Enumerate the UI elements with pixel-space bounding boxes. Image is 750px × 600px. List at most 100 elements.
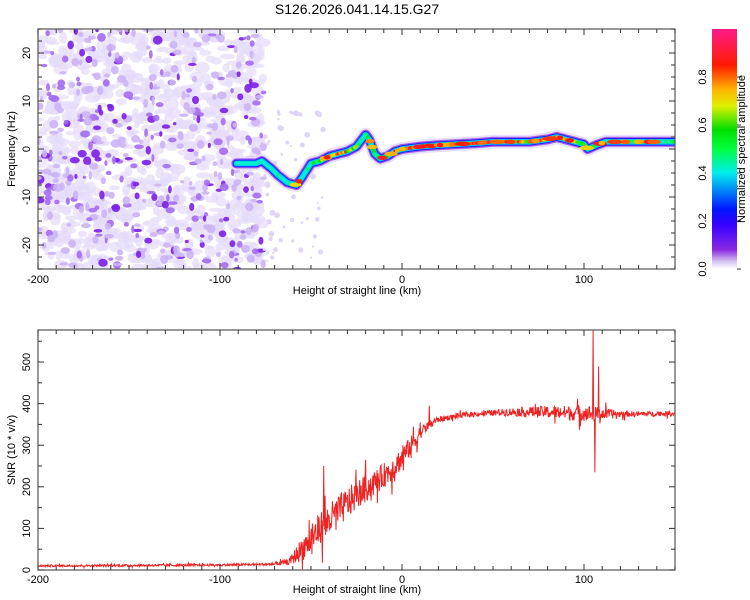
noise-blob	[95, 247, 103, 252]
noise-blob	[53, 102, 62, 111]
ridge-hotspot	[366, 144, 378, 150]
noise-blob	[121, 112, 127, 120]
noise-blob	[44, 198, 51, 206]
ridge-hotspot	[454, 141, 471, 147]
noise-blob	[106, 126, 115, 135]
noise-blob	[104, 222, 112, 230]
noise-blob	[235, 137, 248, 142]
noise-blob	[219, 53, 236, 60]
noise-blob	[131, 224, 135, 234]
noise-blob	[166, 194, 170, 202]
noise-blob	[105, 153, 112, 158]
noise-blob	[47, 235, 56, 243]
noise-blob	[186, 250, 194, 259]
noise-blob	[122, 196, 131, 205]
noise-blob	[312, 234, 318, 239]
noise-blob	[108, 191, 115, 199]
noise-blob	[152, 205, 160, 215]
noise-blob	[108, 207, 112, 214]
noise-blob	[173, 49, 182, 56]
x-tick-label: -100	[209, 574, 231, 586]
noise-blob	[263, 134, 268, 139]
noise-blob	[65, 197, 70, 205]
noise-blob	[235, 130, 249, 138]
noise-blob	[116, 249, 124, 256]
colorbar-tick-label: 0.0	[697, 261, 709, 276]
snr-series-line	[38, 330, 675, 570]
colorbar: 0.0 0.2 0.4 0.6 0.8 Normalized spectral ampl…	[697, 29, 748, 277]
noise-blob	[249, 40, 255, 47]
noise-blob	[161, 124, 171, 129]
noise-blob	[229, 150, 239, 158]
noise-blob	[259, 176, 267, 181]
noise-blob	[150, 134, 154, 140]
noise-blob	[45, 36, 57, 45]
noise-blob	[220, 117, 226, 126]
noise-blob	[259, 142, 267, 152]
noise-blob	[217, 34, 225, 43]
noise-blob	[65, 166, 70, 174]
ridge-hotspot	[448, 142, 457, 147]
noise-blob	[161, 200, 169, 209]
noise-blob	[169, 79, 176, 86]
noise-blob	[101, 209, 108, 219]
noise-blob	[260, 260, 266, 269]
noise-blob	[172, 194, 180, 202]
noise-blob	[201, 258, 212, 264]
noise-blob	[278, 125, 284, 132]
noise-blob	[246, 35, 251, 41]
noise-blob	[263, 173, 267, 178]
spectrogram-y-label: Frequency (Hz)	[6, 111, 18, 187]
noise-blob	[256, 199, 264, 204]
noise-blob	[41, 63, 48, 68]
noise-blob	[55, 250, 62, 261]
noise-blob	[76, 250, 82, 259]
ridge-hotspot	[295, 179, 303, 184]
ridge-hotspot	[598, 140, 606, 146]
noise-blob	[254, 38, 271, 48]
noise-blob	[249, 82, 259, 89]
noise-blob	[88, 47, 93, 51]
noise-blob	[217, 76, 225, 81]
noise-blob	[130, 73, 144, 83]
noise-blob	[169, 40, 178, 49]
noise-blob	[251, 149, 261, 154]
noise-blob	[216, 91, 227, 100]
noise-blob	[187, 62, 197, 66]
noise-blob	[257, 50, 265, 61]
ridge-hotspot	[478, 140, 488, 145]
noise-blob	[225, 127, 240, 133]
noise-blob	[114, 51, 120, 59]
noise-blob	[243, 103, 252, 111]
noise-blob	[174, 219, 189, 228]
noise-blob	[273, 247, 278, 253]
noise-blob	[59, 31, 68, 44]
spectrogram-x-ticks: -200 -100 0 100	[27, 29, 676, 286]
noise-blob	[38, 227, 43, 232]
noise-blob	[233, 182, 239, 187]
noise-blob	[226, 60, 238, 66]
noise-blob	[316, 111, 323, 118]
noise-blob	[243, 186, 249, 193]
ridge-hotspot	[436, 142, 444, 148]
noise-blob	[320, 196, 324, 199]
snr-x-label: Height of straight line (km)	[293, 584, 421, 596]
noise-blob	[213, 138, 223, 146]
noise-blob	[111, 133, 122, 139]
noise-blob	[67, 174, 74, 182]
noise-blob	[40, 230, 48, 236]
noise-blob	[68, 140, 81, 148]
noise-blob	[91, 58, 98, 68]
noise-blob	[105, 170, 112, 176]
noise-blob	[48, 130, 59, 135]
noise-blob	[176, 73, 180, 81]
noise-blob	[298, 247, 304, 253]
noise-blob	[166, 107, 182, 119]
noise-blob	[72, 181, 86, 190]
noise-blob	[246, 171, 255, 176]
noise-blob	[41, 149, 48, 158]
noise-blob	[145, 145, 152, 155]
noise-blob	[58, 151, 63, 156]
noise-blob	[65, 111, 82, 122]
noise-blob	[217, 171, 222, 181]
